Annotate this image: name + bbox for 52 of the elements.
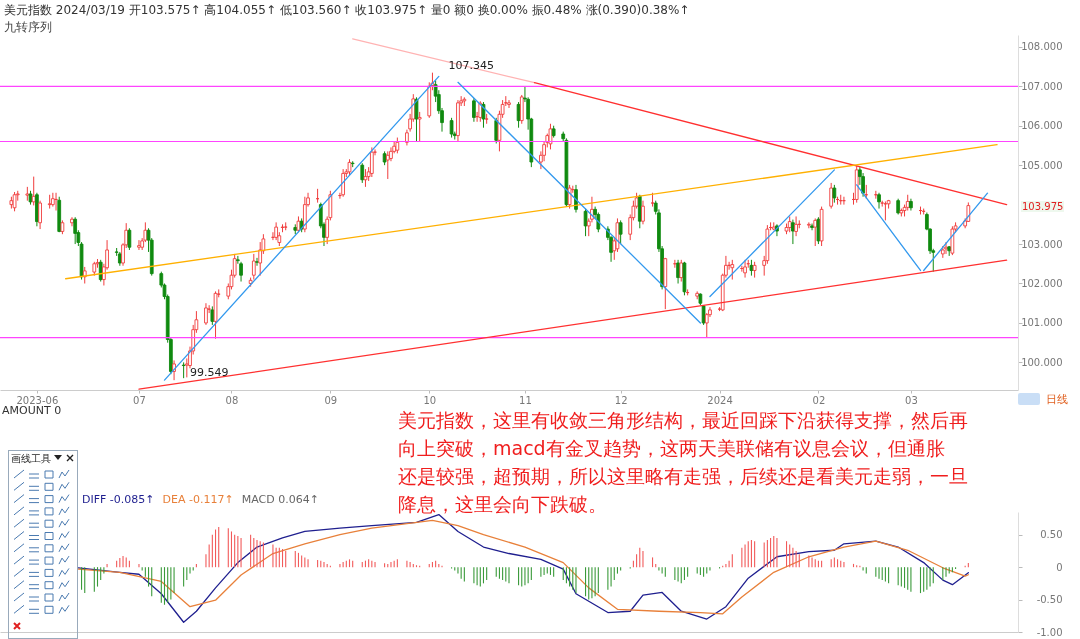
candlestick: [519, 94, 524, 125]
text: MACD 0.064↑: [241, 493, 319, 506]
chart-subtitle: 九转序列: [4, 19, 53, 36]
y-tick-label: 101.000: [1021, 317, 1063, 329]
annotation: 99.549: [190, 366, 229, 380]
y-tick-label: 106.000: [1021, 120, 1063, 132]
y-tick-label: 107.000: [1021, 80, 1063, 92]
x-tick-label: 2024: [707, 394, 733, 406]
text: 日线: [1046, 392, 1068, 407]
candlestick: [255, 257, 259, 267]
x-tick-label: 09: [324, 394, 338, 406]
text: 103.975: [1021, 201, 1065, 212]
y-tick-label: 0.50: [1040, 529, 1063, 541]
y-tick-label: 102.000: [1021, 278, 1063, 289]
text: DEA -0.117↑: [162, 493, 234, 506]
candlestick: [414, 96, 419, 142]
x-tick-label: 10: [423, 394, 437, 406]
annotation: 107.345: [448, 58, 494, 72]
x-tick-label: 08: [225, 394, 239, 406]
text: 还是较强，超预期，所以这里略有走强，后续还是看美元走弱，一旦: [398, 464, 968, 488]
candlestick: [641, 200, 645, 225]
x-tick-label: 2023-06: [16, 394, 59, 406]
candlestick: [417, 111, 422, 142]
drawing-toolbar: 画线工具: [8, 450, 78, 639]
x-tick-label: 12: [614, 394, 628, 406]
x-tick-label: 03: [905, 394, 918, 406]
text: DIFF -0.085↑: [82, 493, 155, 506]
y-tick-label: -1.00: [1036, 626, 1063, 638]
text: 向上突破，macd有金叉趋势，这两天美联储有议息会议，但通胀: [398, 436, 945, 460]
x-tick-label: 02: [812, 394, 826, 406]
candlestick: [38, 200, 42, 230]
candlestick: [127, 227, 132, 251]
x-tick-label: 11: [519, 394, 532, 406]
y-tick-label: 105.000: [1021, 159, 1063, 171]
candlestick: [369, 146, 374, 178]
candlestick: [360, 162, 365, 184]
annotation: 降息，这里会向下跌破。: [398, 492, 607, 516]
y-tick-label: 108.000: [1021, 41, 1063, 53]
candlestick: [791, 219, 795, 245]
y-tick-label: -0.50: [1036, 594, 1063, 606]
text: 美元指数，这里有收敛三角形结构，最近回踩下沿获得支撑，然后再: [398, 408, 968, 432]
y-tick-label: 0: [1056, 561, 1063, 573]
text: AMOUNT 0: [2, 404, 62, 417]
candlestick: [730, 259, 735, 281]
y-tick-label: 103.000: [1021, 238, 1063, 250]
candlestick: [618, 219, 623, 245]
candlestick: [507, 99, 511, 109]
x-tick-label: 07: [133, 394, 146, 406]
candlestick: [472, 97, 476, 123]
y-tick-label: 100.000: [1021, 356, 1063, 368]
candlestick: [251, 253, 256, 281]
chart-title: 美元指数 2024/03/19 开103.575↑ 高104.055↑ 低103.560↑ 收103.975↑ 量0 额0 换0.00% 振0.48% 涨(0.390)0.38%↑: [4, 2, 690, 19]
